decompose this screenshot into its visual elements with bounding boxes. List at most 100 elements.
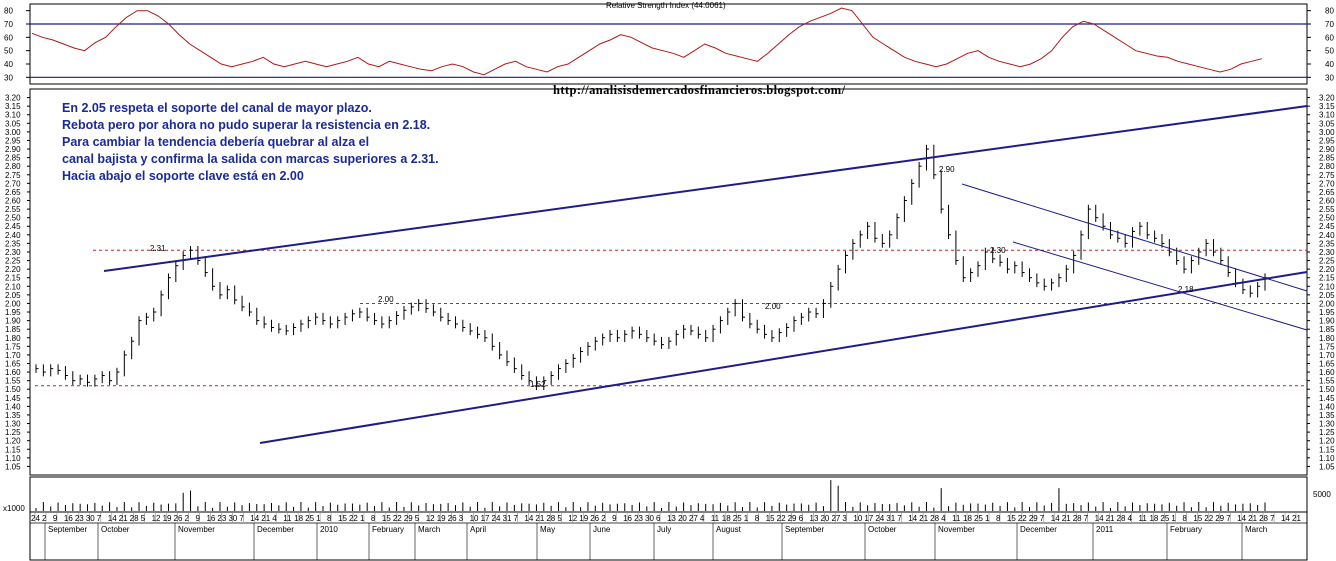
date-day-label: 4 [941, 514, 946, 523]
date-day-label: 31 [886, 514, 895, 523]
price-label: 2.18 [1178, 285, 1194, 294]
price-tick-label-left: 2.20 [5, 265, 21, 274]
month-label: September [48, 525, 87, 534]
date-day-label: 3 [459, 514, 464, 523]
date-day-label: 15 [382, 514, 391, 523]
date-day-label: 28 [930, 514, 939, 523]
price-label: 1.52 [530, 380, 546, 389]
price-tick-label-right: 1.70 [1319, 351, 1335, 360]
price-tick-label-left: 2.65 [5, 188, 21, 197]
date-day-label: 21 [1292, 514, 1301, 523]
month-label: February [1170, 525, 1202, 534]
date-day-label: 11 [283, 514, 292, 523]
rsi-tick-label-left: 80 [4, 7, 13, 16]
date-day-label: 28 [546, 514, 555, 523]
price-tick-label-right: 2.70 [1319, 179, 1335, 188]
date-day-label: 1 [985, 514, 990, 523]
date-day-label: 19 [437, 514, 446, 523]
price-tick-label-left: 2.00 [5, 299, 21, 308]
date-day-label: 1 [360, 514, 365, 523]
date-day-label: 2 [42, 514, 47, 523]
price-tick-label-left: 2.45 [5, 222, 21, 231]
date-day-label: 14 [1281, 514, 1290, 523]
date-day-label: 22 [393, 514, 402, 523]
price-tick-label-right: 1.25 [1319, 428, 1335, 437]
price-tick-label-right: 2.60 [1319, 197, 1335, 206]
date-day-label: 5 [141, 514, 146, 523]
price-tick-label-right: 1.35 [1319, 411, 1335, 420]
date-day-label: 8 [996, 514, 1001, 523]
date-day-label: 20 [820, 514, 829, 523]
price-tick-label-left: 1.85 [5, 325, 21, 334]
price-tick-label-left: 2.90 [5, 145, 21, 154]
price-tick-label-right: 2.45 [1319, 222, 1335, 231]
date-day-label: 12 [568, 514, 577, 523]
price-tick-label-left: 1.75 [5, 342, 21, 351]
month-label: 2010 [320, 525, 338, 534]
price-tick-label-right: 1.30 [1319, 420, 1335, 429]
date-day-label: 25 [305, 514, 314, 523]
date-day-label: 18 [963, 514, 972, 523]
date-day-label: 6 [799, 514, 804, 523]
note-line: En 2.05 respeta el soporte del canal de … [62, 101, 372, 115]
date-axis-panel [29, 511, 1308, 561]
month-label: April [470, 525, 486, 534]
analysis-note: En 2.05 respeta el soporte del canal de … [62, 100, 439, 185]
date-day-label: 1 [1171, 514, 1176, 523]
date-day-label: 20 [678, 514, 687, 523]
price-tick-label-right: 1.65 [1319, 359, 1335, 368]
date-day-label: 7 [897, 514, 902, 523]
price-tick-label-left: 3.10 [5, 111, 21, 120]
price-tick-label-left: 2.15 [5, 274, 21, 283]
date-day-label: 6 [656, 514, 661, 523]
month-label: June [593, 525, 611, 534]
price-tick-label-left: 2.50 [5, 214, 21, 223]
date-day-label: 17 [481, 514, 490, 523]
date-day-label: 4 [1128, 514, 1133, 523]
date-day-label: 22 [1018, 514, 1027, 523]
month-label: October [101, 525, 130, 534]
date-day-label: 23 [634, 514, 643, 523]
price-label: 2.00 [378, 295, 394, 304]
price-tick-label-left: 1.10 [5, 454, 21, 463]
date-day-label: 21 [1248, 514, 1257, 523]
channel-lower-trendline [259, 271, 1308, 444]
price-tick-label-right: 3.15 [1319, 102, 1335, 111]
price-tick-label-left: 1.55 [5, 377, 21, 386]
date-day-label: 5 [557, 514, 562, 523]
date-day-label: 13 [667, 514, 676, 523]
price-tick-label-right: 2.35 [1319, 239, 1335, 248]
date-day-label: 28 [130, 514, 139, 523]
price-tick-label-right: 1.80 [1319, 334, 1335, 343]
date-day-label: 28 [1259, 514, 1268, 523]
date-day-label: 3 [842, 514, 847, 523]
date-day-label: 15 [1007, 514, 1016, 523]
month-label: December [1020, 525, 1057, 534]
price-tick-label-right: 2.20 [1319, 265, 1335, 274]
price-tick-label-left: 1.40 [5, 402, 21, 411]
date-day-label: 29 [788, 514, 797, 523]
date-day-label: 18 [722, 514, 731, 523]
price-tick-label-right: 2.85 [1319, 154, 1335, 163]
price-tick-label-left: 1.65 [5, 359, 21, 368]
date-day-label: 22 [1204, 514, 1213, 523]
date-day-label: 19 [579, 514, 588, 523]
date-day-label: 19 [163, 514, 172, 523]
price-tick-label-left: 1.20 [5, 437, 21, 446]
price-tick-label-left: 1.15 [5, 445, 21, 454]
channel-upper-trendline [103, 105, 1308, 272]
price-tick-label-left: 1.05 [5, 462, 21, 471]
date-day-label: 8 [1182, 514, 1187, 523]
price-tick-label-left: 2.80 [5, 162, 21, 171]
price-tick-label-right: 1.50 [1319, 385, 1335, 394]
date-day-label: 23 [217, 514, 226, 523]
date-day-label: 24 [31, 514, 40, 523]
price-tick-label-left: 2.75 [5, 171, 21, 180]
watermark-url: http://analisisdemercadosfinancieros.blo… [553, 83, 846, 97]
price-tick-label-left: 2.70 [5, 179, 21, 188]
date-day-label: 18 [294, 514, 303, 523]
date-day-label: 4 [700, 514, 705, 523]
price-panel [29, 88, 1308, 476]
